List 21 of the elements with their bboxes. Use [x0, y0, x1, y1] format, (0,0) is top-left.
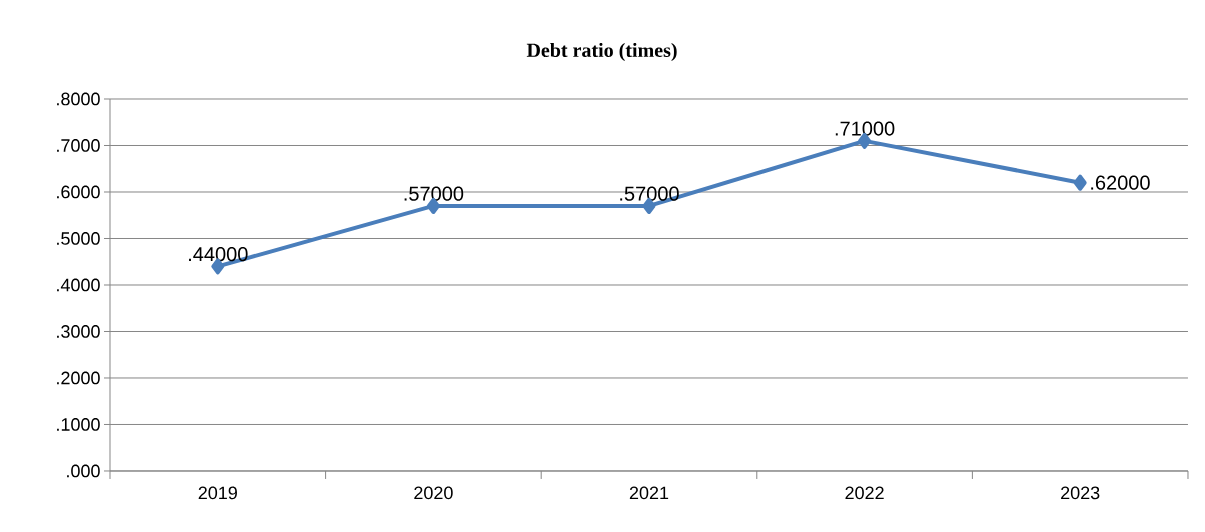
- y-tick-label: .8000: [57, 92, 100, 106]
- x-tick-label: 2023: [1061, 486, 1100, 500]
- y-tick-label: .2000: [57, 371, 100, 385]
- y-tick-label: .6000: [57, 185, 100, 199]
- y-tick-label: .000: [67, 464, 100, 478]
- y-tick-label: .4000: [57, 278, 100, 292]
- y-tick-label: .7000: [57, 139, 100, 152]
- data-label: .62000: [1091, 175, 1150, 190]
- x-tick-label: 2021: [629, 486, 669, 500]
- x-tick-label: 2019: [198, 486, 237, 500]
- y-tick-label: .5000: [57, 232, 100, 245]
- y-tick-label: .1000: [57, 418, 100, 431]
- data-label: .44000: [189, 247, 248, 262]
- x-tick-label: 2022: [845, 486, 884, 500]
- data-label: .57000: [404, 186, 464, 201]
- point: [1073, 174, 1087, 191]
- chart-title: Debt ratio (times): [526, 42, 677, 62]
- y-tick-label: .3000: [57, 325, 100, 338]
- data-label: .71000: [835, 121, 895, 136]
- data-label: .57000: [620, 186, 679, 201]
- x-tick-label: 2020: [414, 486, 453, 500]
